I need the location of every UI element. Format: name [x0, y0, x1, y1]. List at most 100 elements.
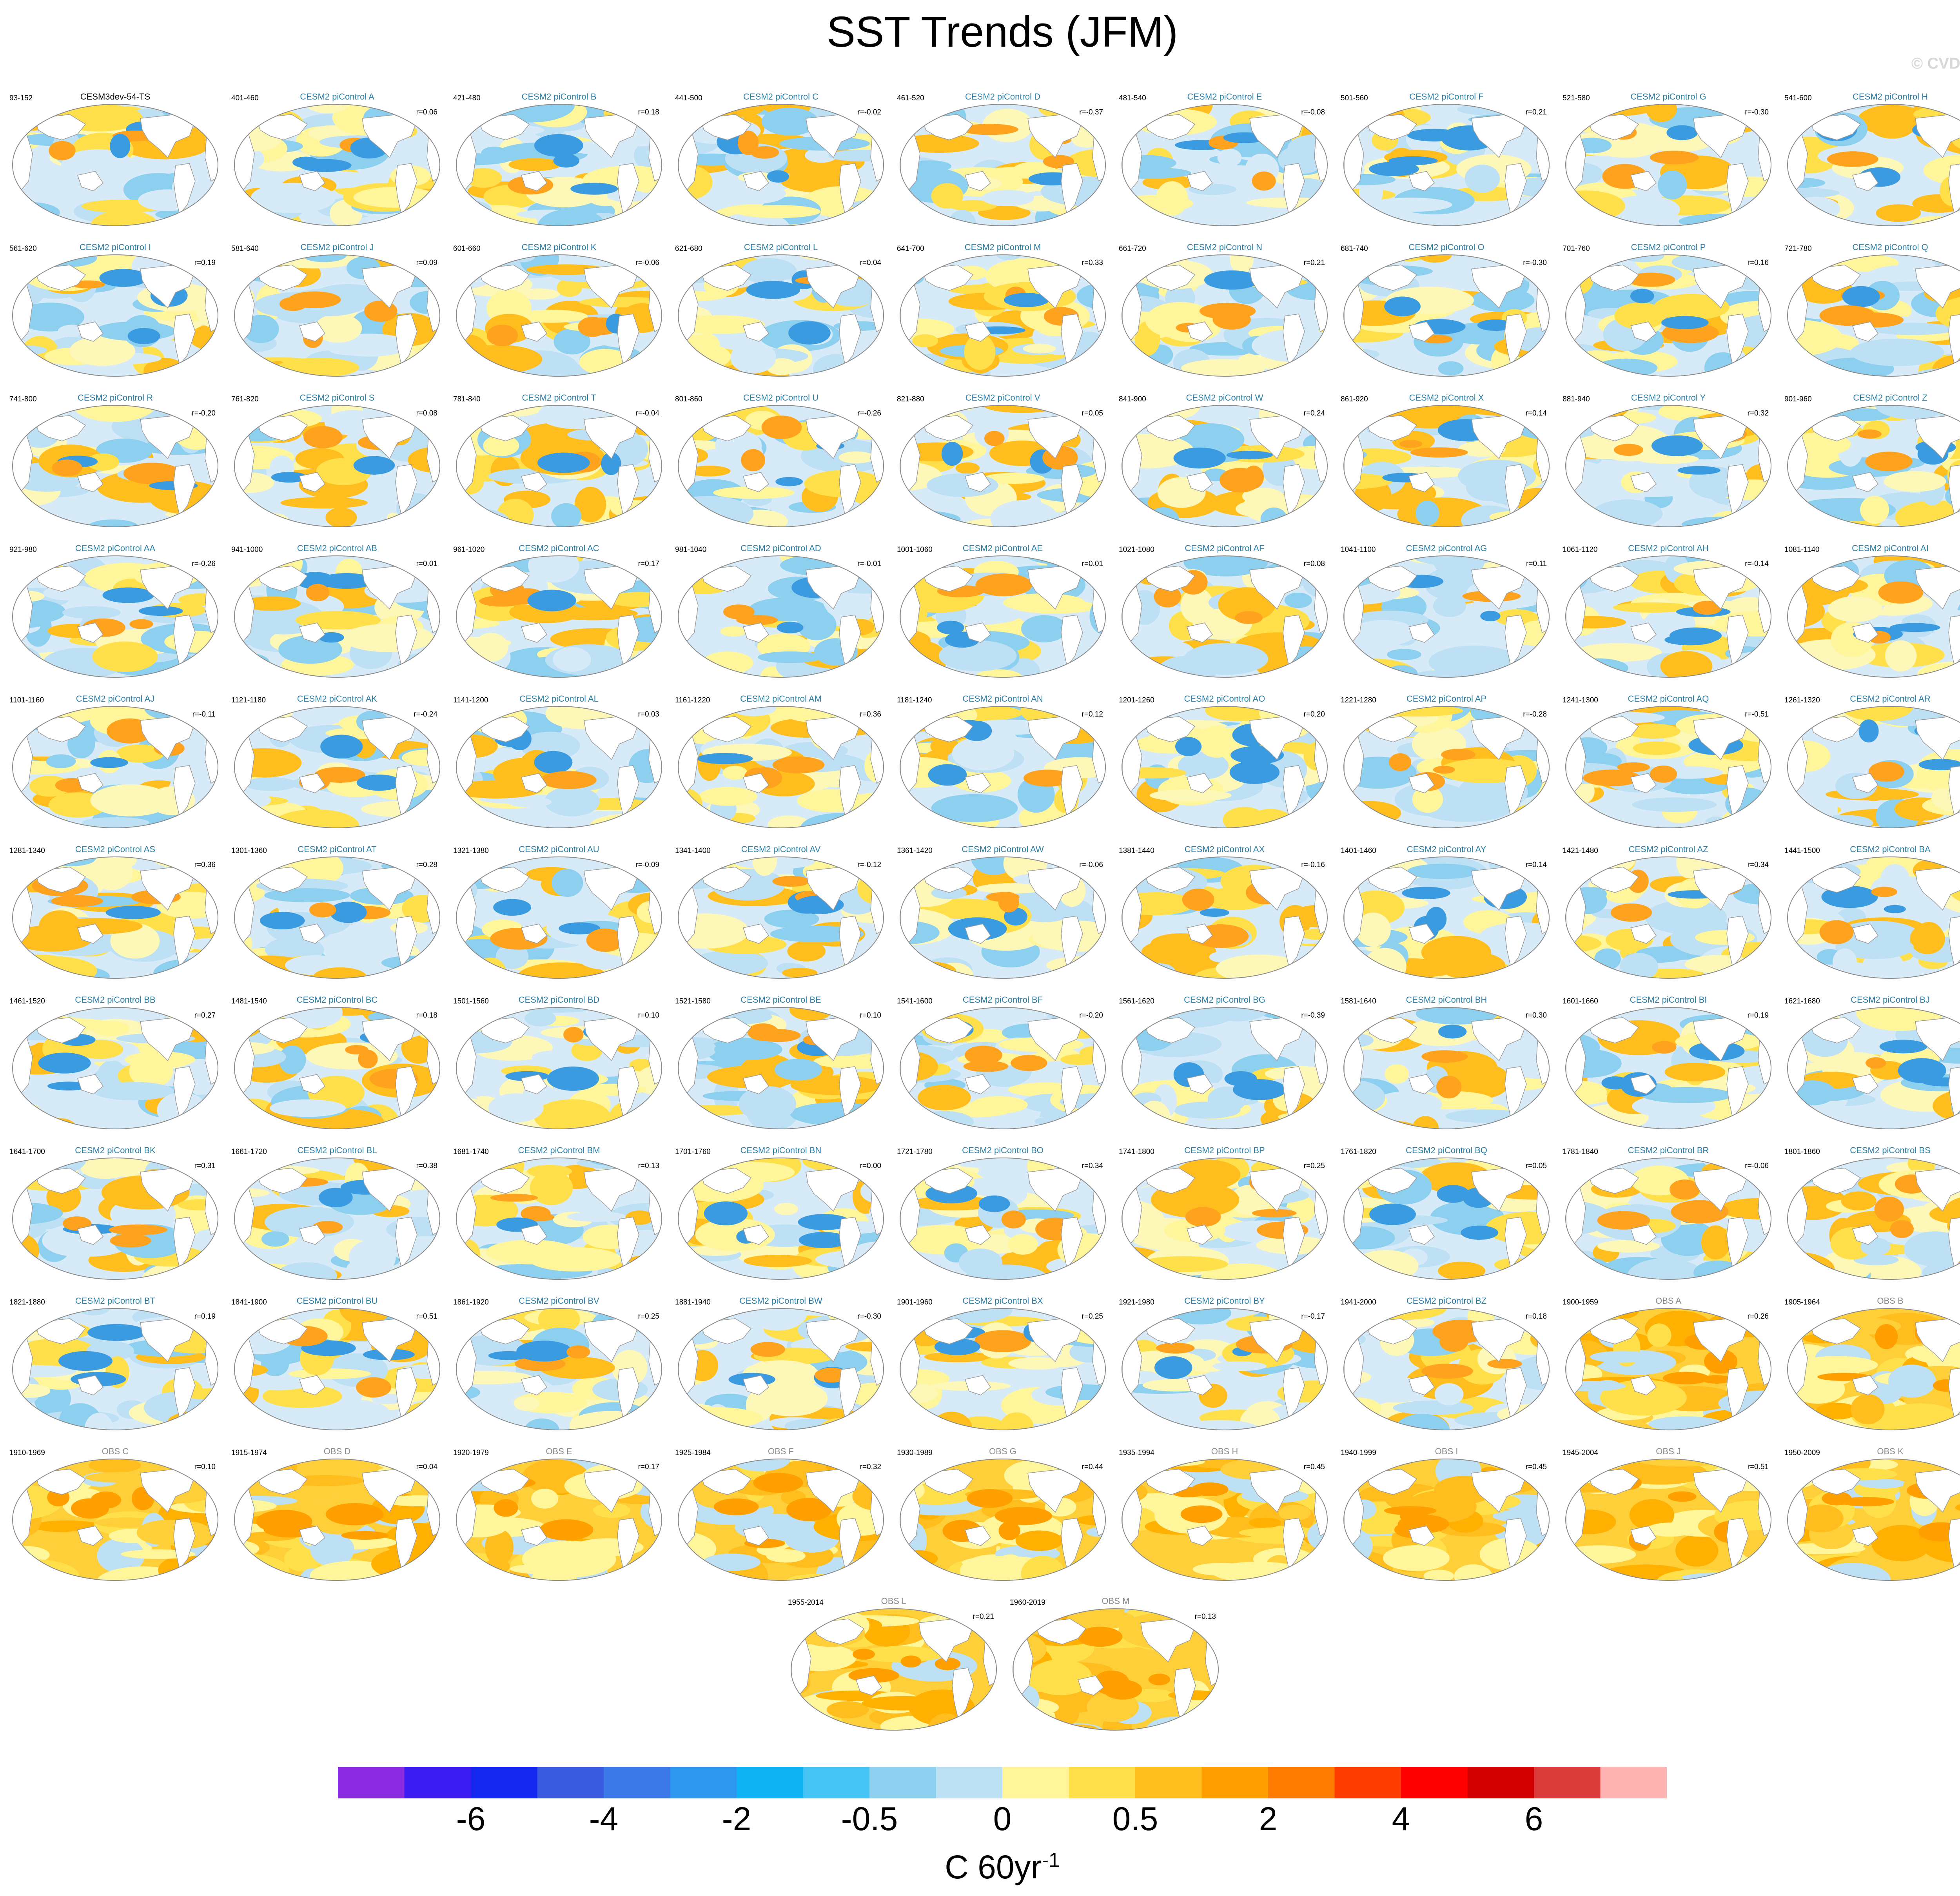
trend-anomaly-blob [1701, 1225, 1730, 1260]
trend-anomaly-core [1421, 1363, 1474, 1379]
trend-anomaly-blob [1138, 1256, 1228, 1272]
land-mass [1283, 615, 1305, 667]
land-mass [34, 114, 86, 140]
land-mass [965, 773, 991, 793]
trend-anomaly-blob [313, 967, 367, 978]
land-mass [699, 867, 752, 893]
trend-anomaly-core [539, 1519, 593, 1540]
trend-anomaly-core [1433, 766, 1455, 774]
panel-period: 1361-1420 [897, 847, 933, 855]
land-mass [1061, 464, 1083, 516]
trend-anomaly-blob [277, 357, 359, 376]
map-border [678, 254, 884, 377]
land-mass [477, 716, 530, 742]
land-mass [1283, 765, 1305, 817]
map-panel: 1241-1300 CESM2 piControl AQ r=-0.51 [1559, 693, 1778, 834]
trend-anomaly-core [566, 1345, 590, 1359]
trend-anomaly-blob [900, 461, 942, 491]
trend-anomaly-blob [713, 486, 795, 499]
map-border [900, 405, 1106, 527]
trend-anomaly-core [1610, 903, 1652, 922]
trend-anomaly-core [1438, 1025, 1467, 1039]
trend-anomaly-blob [636, 357, 662, 376]
trend-anomaly-blob [1519, 1114, 1549, 1129]
sst-trend-map [1565, 254, 1771, 377]
map-panel: 1361-1420 CESM2 piControl AW r=-0.06 [893, 844, 1112, 985]
trend-anomaly-blob [537, 209, 606, 226]
panel-title: CESM2 piControl I [79, 242, 151, 252]
land-mass [699, 415, 752, 441]
land-mass [477, 114, 530, 140]
sst-trend-map [456, 104, 662, 226]
land-mass [839, 765, 861, 817]
trend-anomaly-blob [93, 1082, 174, 1101]
trend-anomaly-blob [931, 794, 1018, 822]
panel-title: OBS J [1656, 1446, 1681, 1456]
land-mass [1504, 765, 1527, 817]
land-mass [77, 472, 104, 492]
panel-title: CESM2 piControl T [522, 393, 596, 403]
land-mass [965, 171, 991, 191]
trend-anomaly-blob [1633, 741, 1681, 755]
trend-anomaly-core [1627, 272, 1675, 287]
panel-title: CESM2 piControl BF [962, 995, 1043, 1005]
panel-title: CESM2 piControl AL [519, 694, 599, 704]
trend-anomaly-blob [508, 158, 562, 171]
trend-anomaly-blob [456, 1120, 512, 1129]
panel-title: OBS E [546, 1446, 572, 1456]
land-mass [77, 622, 104, 643]
trend-anomaly-blob [198, 1559, 218, 1580]
panel-period: 1581-1640 [1341, 997, 1376, 1005]
panel-title: CESM2 piControl BI [1630, 995, 1707, 1005]
land-mass [1630, 622, 1657, 643]
trend-anomaly-blob [1007, 1234, 1038, 1255]
panel-pattern-correlation: r=0.10 [638, 1011, 659, 1020]
trend-anomaly-blob [279, 1045, 306, 1074]
trend-anomaly-blob [1788, 209, 1830, 226]
trend-anomaly-blob [774, 1203, 798, 1216]
land-mass [1061, 615, 1083, 667]
map-panel: 961-1020 CESM2 piControl AC r=0.17 [449, 542, 669, 684]
panel-pattern-correlation: r=0.32 [1747, 409, 1769, 417]
trend-anomaly-core [129, 619, 153, 629]
sst-trend-map [456, 856, 662, 979]
trend-anomaly-blob [860, 655, 884, 668]
trend-anomaly-core [1487, 1359, 1522, 1369]
trend-anomaly-blob [234, 1263, 277, 1279]
trend-anomaly-core [1410, 447, 1468, 458]
land-mass [921, 566, 974, 592]
trend-anomaly-blob [234, 1459, 250, 1470]
land-mass [521, 622, 548, 643]
trend-anomaly-blob [1948, 1571, 1960, 1580]
panel-title: CESM2 piControl Y [1631, 393, 1706, 403]
trend-anomaly-blob [13, 1158, 49, 1170]
panel-title: CESM2 piControl AR [1850, 694, 1931, 704]
panel-title: CESM2 piControl W [1186, 393, 1263, 403]
trend-anomaly-blob [1356, 912, 1391, 947]
map-panel: 1701-1760 CESM2 piControl BN r=0.00 [671, 1145, 891, 1286]
land-mass [1504, 163, 1527, 215]
panel-title: OBS A [1655, 1296, 1682, 1306]
trend-anomaly-blob [1344, 1308, 1380, 1323]
panel-title: CESM2 piControl G [1630, 92, 1706, 102]
trend-anomaly-core [547, 1066, 599, 1091]
trend-anomaly-blob [688, 521, 744, 527]
trend-anomaly-blob [1065, 813, 1105, 828]
map-panel: 1041-1100 CESM2 piControl AG r=0.11 [1337, 542, 1556, 684]
trend-anomaly-blob [488, 1093, 544, 1123]
panel-pattern-correlation: r=0.08 [1303, 560, 1325, 568]
land-mass [521, 1074, 548, 1094]
trend-anomaly-core [109, 1224, 167, 1236]
panel-pattern-correlation: r=0.18 [1525, 1312, 1547, 1321]
trend-anomaly-blob [483, 435, 519, 456]
trend-anomaly-blob [900, 517, 955, 527]
trend-anomaly-blob [13, 1462, 40, 1477]
trend-anomaly-blob [314, 314, 362, 343]
trend-anomaly-core [1369, 1203, 1416, 1225]
trend-anomaly-core [1384, 296, 1421, 317]
panel-pattern-correlation: r=0.38 [416, 1162, 437, 1170]
panel-pattern-correlation: r=-0.04 [635, 409, 659, 417]
sst-trend-map [1565, 1459, 1771, 1581]
land-mass [256, 415, 308, 441]
